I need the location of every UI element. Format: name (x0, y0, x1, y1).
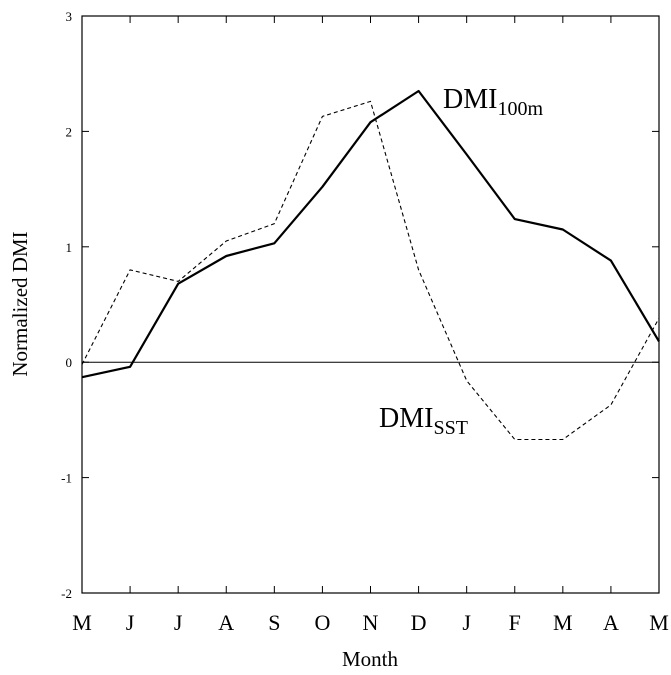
y-tick-label: -1 (61, 471, 72, 486)
y-axis-ticks: -2 -1 0 1 2 3 (61, 9, 659, 601)
series-line-dmi-sst (81, 100, 660, 441)
series-label-dmi-100m-main: DMI (443, 84, 497, 115)
y-tick-label: 3 (66, 9, 73, 24)
x-tick-label: O (314, 610, 330, 635)
x-tick-label: A (218, 610, 234, 635)
x-tick-label: J (462, 610, 471, 635)
x-tick-label: D (411, 610, 427, 635)
series-label-dmi-sst: DMISST (379, 403, 468, 439)
series-label-dmi-100m: DMI100m (443, 84, 543, 120)
data-points (82, 91, 659, 440)
plot-frame (81, 15, 660, 594)
x-tick-label: A (603, 610, 619, 635)
x-tick-label: N (363, 610, 379, 635)
x-tick-label: M (72, 610, 92, 635)
x-tick-label: J (174, 610, 183, 635)
x-tick-label: S (268, 610, 280, 635)
x-axis-title: Month (342, 647, 399, 671)
x-tick-label: J (126, 610, 135, 635)
y-axis-title: Normalized DMI (8, 231, 32, 376)
y-tick-label: 0 (66, 355, 73, 370)
y-tick-label: 1 (66, 240, 73, 255)
series-label-dmi-sst-sub: SST (433, 417, 467, 439)
series-line-dmi-100m (81, 89, 660, 379)
series-label-dmi-100m-sub: 100m (497, 98, 543, 120)
x-tick-label: F (509, 610, 521, 635)
x-tick-label: M (649, 610, 669, 635)
y-tick-label: -2 (61, 586, 72, 601)
series-label-dmi-sst-main: DMI (379, 403, 433, 434)
y-tick-label: 2 (66, 124, 73, 139)
x-tick-label: M (553, 610, 573, 635)
